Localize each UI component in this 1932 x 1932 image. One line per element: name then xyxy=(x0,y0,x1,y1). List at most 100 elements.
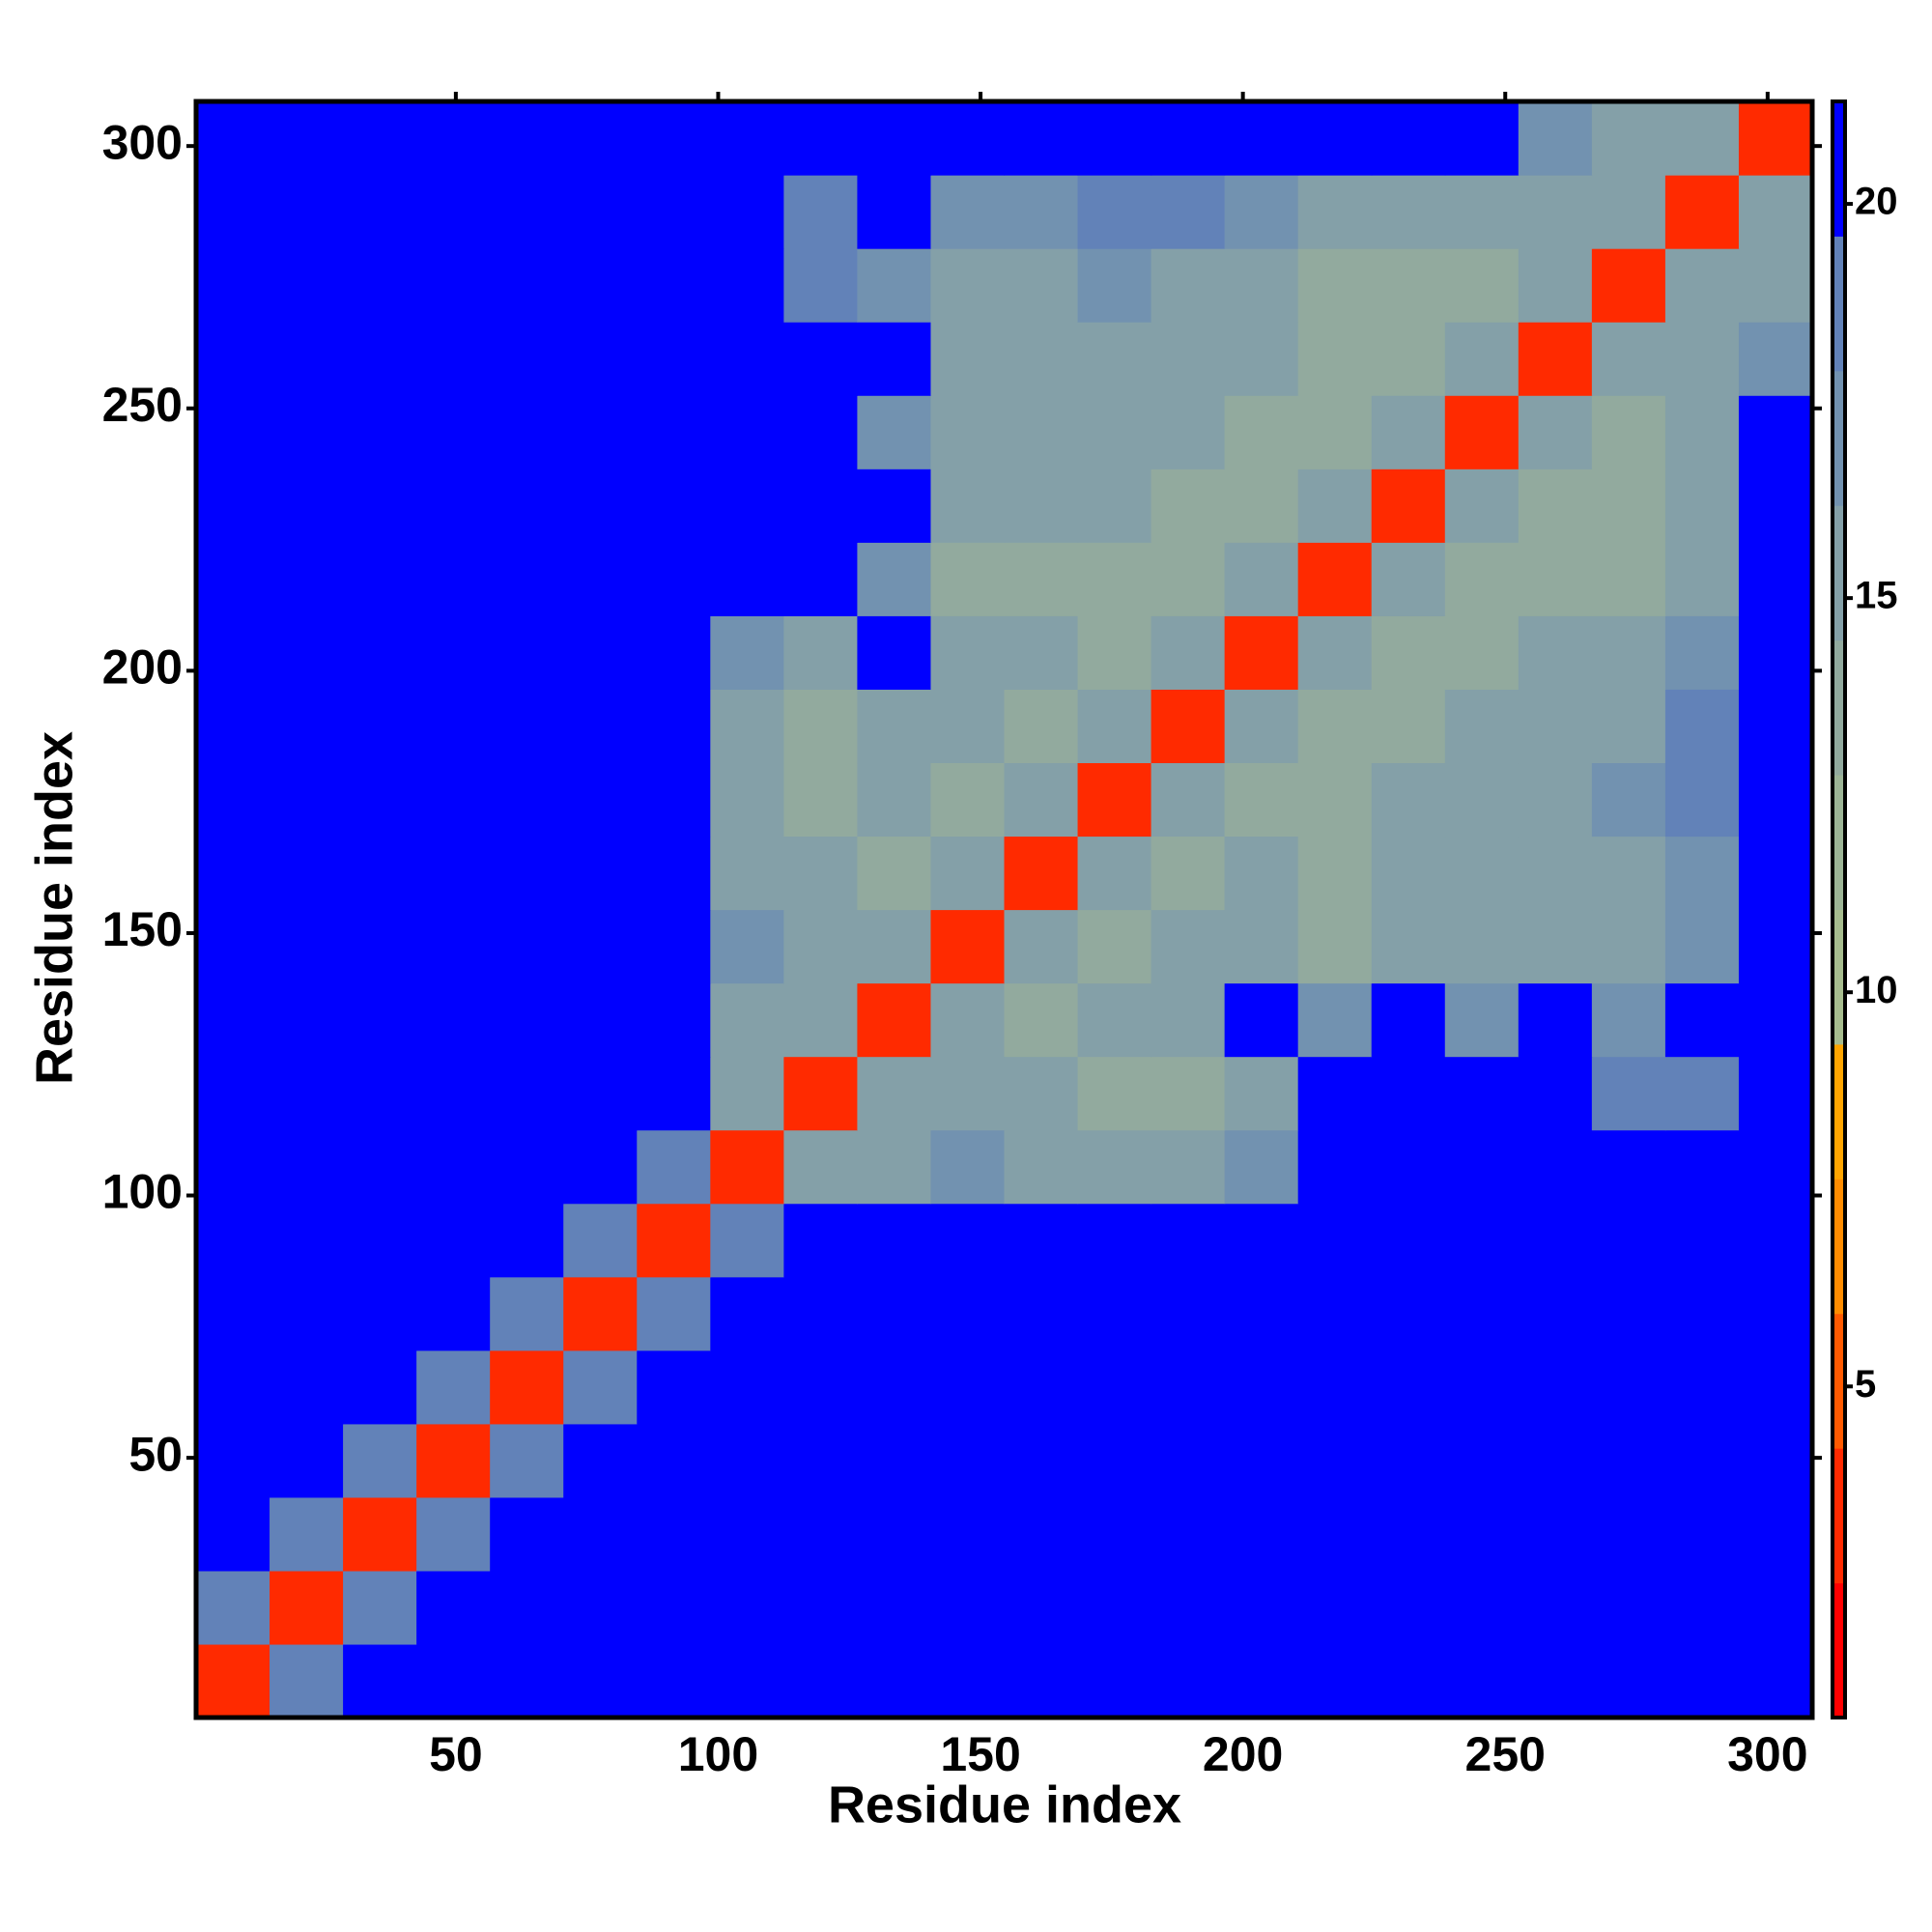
heatmap-cell xyxy=(1297,1496,1373,1572)
heatmap-cell xyxy=(637,322,711,396)
heatmap-cell xyxy=(1738,542,1813,616)
heatmap-cell xyxy=(270,101,344,176)
heatmap-cell xyxy=(1444,982,1520,1058)
heatmap-cell xyxy=(1297,248,1373,323)
heatmap-cell xyxy=(710,1496,784,1572)
heatmap-cell xyxy=(783,1423,859,1498)
colorbar-segment xyxy=(1833,775,1845,910)
heatmap-cell xyxy=(1444,248,1520,323)
heatmap-cell xyxy=(270,1496,344,1572)
heatmap-cell xyxy=(1224,1056,1299,1131)
heatmap-cell xyxy=(1664,101,1740,176)
heatmap-cell xyxy=(563,248,638,323)
heatmap-cell xyxy=(1371,1203,1446,1278)
heatmap-cell xyxy=(416,542,491,616)
heatmap-cell xyxy=(783,175,859,249)
heatmap-cell xyxy=(1004,836,1079,911)
heatmap-cell xyxy=(1518,1350,1593,1425)
heatmap-cell xyxy=(637,542,711,616)
heatmap-cell xyxy=(196,689,270,764)
heatmap-cell xyxy=(270,982,344,1058)
heatmap-cell xyxy=(1518,762,1593,838)
heatmap-cell xyxy=(1664,762,1740,838)
heatmap-cell xyxy=(710,542,784,616)
heatmap-cell xyxy=(1518,1203,1593,1278)
heatmap-cell xyxy=(416,982,491,1058)
heatmap-cell xyxy=(1004,101,1079,176)
heatmap-cell xyxy=(343,615,417,690)
heatmap-cell xyxy=(930,615,1006,690)
heatmap-cell xyxy=(637,395,711,469)
heatmap-cell xyxy=(343,909,417,984)
heatmap-cell xyxy=(270,542,344,616)
heatmap-cell xyxy=(710,322,784,396)
heatmap-cell xyxy=(1444,1423,1520,1498)
heatmap-cell xyxy=(930,982,1006,1058)
heatmap-cell xyxy=(416,395,491,469)
heatmap-cell xyxy=(270,1350,344,1425)
heatmap-cell xyxy=(343,1570,417,1645)
heatmap-cell xyxy=(783,1643,859,1719)
heatmap-cell xyxy=(563,1350,638,1425)
heatmap-cell xyxy=(1297,1056,1373,1131)
heatmap-cell xyxy=(1224,542,1299,616)
heatmap-cell xyxy=(1151,101,1226,176)
heatmap-cell xyxy=(783,982,859,1058)
heatmap-cell xyxy=(637,615,711,690)
heatmap-cell xyxy=(1591,909,1666,984)
x-tick-label: 50 xyxy=(429,1727,483,1781)
heatmap-cell xyxy=(1077,1570,1152,1645)
heatmap-cell xyxy=(1004,175,1079,249)
heatmap-cell xyxy=(1077,395,1152,469)
heatmap-cell xyxy=(1444,1056,1520,1131)
heatmap-cell xyxy=(416,469,491,543)
heatmap-cell xyxy=(710,469,784,543)
heatmap-cell xyxy=(1738,1496,1813,1572)
heatmap-cell xyxy=(1151,1643,1226,1719)
heatmap-cell xyxy=(783,1203,859,1278)
heatmap-cell xyxy=(1224,689,1299,764)
heatmap-cell xyxy=(857,615,932,690)
heatmap-cell xyxy=(343,762,417,838)
heatmap-cell xyxy=(637,762,711,838)
colorbar-tick-label: 20 xyxy=(1855,181,1898,223)
heatmap-cell xyxy=(1738,322,1813,396)
heatmap-cell xyxy=(710,762,784,838)
heatmap-cell xyxy=(1224,1570,1299,1645)
heatmap-cell xyxy=(343,1496,417,1572)
heatmap-cell xyxy=(343,248,417,323)
heatmap-cell xyxy=(1738,615,1813,690)
heatmap-cell xyxy=(1077,175,1152,249)
heatmap-cell xyxy=(1297,836,1373,911)
heatmap-cell xyxy=(710,1350,784,1425)
heatmap-cell xyxy=(930,101,1006,176)
colorbar-segment xyxy=(1833,1582,1845,1719)
heatmap-cell xyxy=(783,762,859,838)
heatmap-cell xyxy=(857,101,932,176)
heatmap-cell xyxy=(1004,982,1079,1058)
heatmap-cell xyxy=(490,1203,564,1278)
heatmap-cell xyxy=(637,1643,711,1719)
heatmap-cell xyxy=(270,762,344,838)
heatmap-cell xyxy=(930,836,1006,911)
heatmap-cell xyxy=(857,909,932,984)
heatmap-cell xyxy=(857,689,932,764)
heatmap-cell xyxy=(416,248,491,323)
heatmap-cell xyxy=(710,1056,784,1131)
heatmap-cell xyxy=(1077,836,1152,911)
heatmap-cell xyxy=(930,762,1006,838)
heatmap-cell xyxy=(416,322,491,396)
heatmap-cell xyxy=(1224,615,1299,690)
heatmap-cell xyxy=(1444,1350,1520,1425)
heatmap-cell xyxy=(490,689,564,764)
heatmap-cell xyxy=(637,1570,711,1645)
heatmap-cell xyxy=(1371,762,1446,838)
heatmap-cell xyxy=(637,689,711,764)
heatmap-cell xyxy=(857,395,932,469)
heatmap-cell xyxy=(1371,175,1446,249)
heatmap-cell xyxy=(1518,689,1593,764)
heatmap-cell xyxy=(710,1203,784,1278)
heatmap-cell xyxy=(1224,909,1299,984)
heatmap-cell xyxy=(1518,1276,1593,1351)
heatmap-cell xyxy=(1591,1350,1666,1425)
